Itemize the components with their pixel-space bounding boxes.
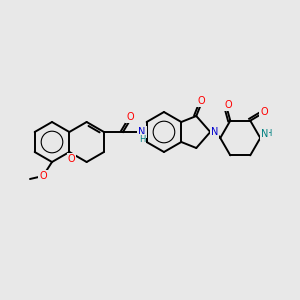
Text: O: O [126, 112, 134, 122]
Text: O: O [39, 171, 47, 181]
Text: O: O [68, 154, 75, 164]
Text: O: O [197, 96, 205, 106]
Text: N: N [211, 127, 218, 137]
Text: O: O [224, 100, 232, 110]
Text: N: N [261, 129, 268, 139]
Text: H: H [139, 134, 145, 143]
Text: H: H [265, 130, 272, 139]
Text: O: O [260, 107, 268, 117]
Text: N: N [138, 127, 146, 137]
